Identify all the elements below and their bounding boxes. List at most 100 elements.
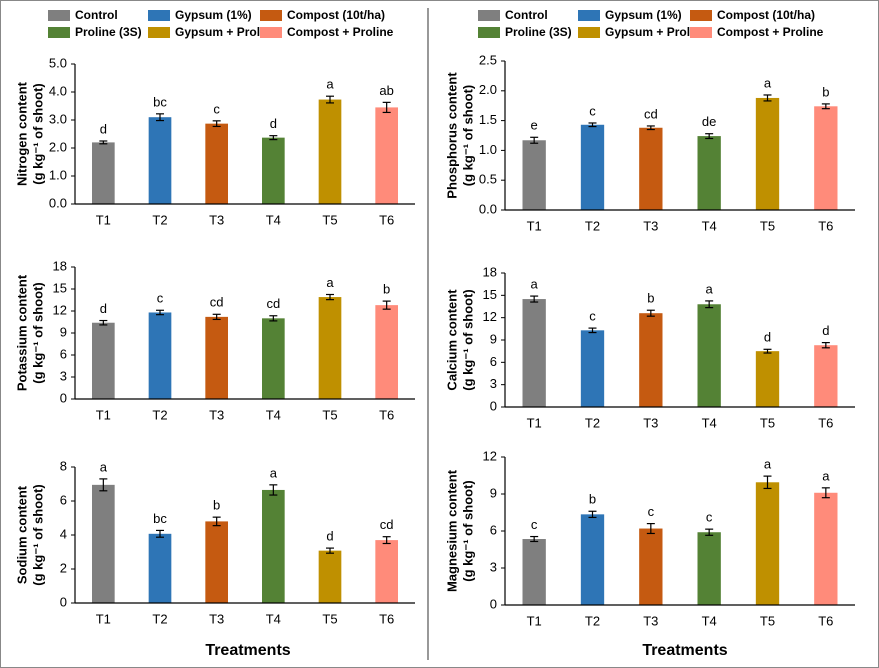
legend-swatch <box>48 10 70 21</box>
bar <box>755 482 780 605</box>
bar <box>697 136 721 210</box>
bar <box>205 123 228 204</box>
x-tick-label: T5 <box>760 613 775 628</box>
x-tick-label: T1 <box>96 611 111 626</box>
y-axis-label: Nitrogen content (g kg⁻¹ of shoot) <box>14 81 45 186</box>
x-tick-label: T6 <box>379 212 394 227</box>
x-tick-label: T5 <box>760 218 775 233</box>
significance-letter: c <box>213 101 220 116</box>
y-tick-label: 3 <box>490 559 497 574</box>
x-axis-label: Treatments <box>205 642 290 659</box>
bar <box>375 305 398 399</box>
x-tick-label: T5 <box>760 415 775 430</box>
legend-swatch <box>48 27 70 38</box>
significance-letter: a <box>706 281 714 296</box>
legend-swatch <box>690 10 712 21</box>
legend-swatch <box>260 27 282 38</box>
bar <box>318 99 342 204</box>
y-axis-label-line: (g kg⁻¹ of shoot) <box>460 289 475 390</box>
y-tick-label: 12 <box>483 309 497 324</box>
significance-letter: cd <box>266 296 280 311</box>
y-tick-label: 3 <box>490 376 497 391</box>
legend-label: Compost + Proline <box>287 25 394 39</box>
bar <box>522 539 546 605</box>
legend-swatch <box>148 10 170 21</box>
y-axis-label-line: Nitrogen content <box>14 81 29 186</box>
significance-letter: a <box>100 459 108 474</box>
y-tick-label: 0.5 <box>479 172 497 187</box>
x-tick-label: T3 <box>643 613 658 628</box>
y-axis-label-line: Potassium content <box>14 274 29 391</box>
legend-label: Compost + Proline <box>717 25 824 39</box>
legend-swatch <box>478 10 500 21</box>
significance-letter: a <box>326 77 334 92</box>
y-axis-label: Sodium content (g kg⁻¹ of shoot) <box>14 484 45 585</box>
y-axis-label: Magnesium content (g kg⁻¹ of shoot) <box>444 469 475 592</box>
x-tick-label: T2 <box>152 407 167 422</box>
legend-label: Control <box>505 8 548 22</box>
significance-letter: a <box>326 275 334 290</box>
bar <box>92 484 115 603</box>
y-tick-label: 6 <box>490 522 497 537</box>
bar <box>580 124 605 210</box>
significance-letter: cd <box>380 517 394 532</box>
significance-letter: b <box>213 498 220 513</box>
y-tick-label: 12 <box>483 448 497 463</box>
significance-letter: c <box>589 309 596 324</box>
y-axis-label: Phosphorus content (g kg⁻¹ of shoot) <box>444 72 475 199</box>
significance-letter: c <box>157 291 164 306</box>
significance-letter: a <box>270 465 278 480</box>
significance-letter: b <box>822 84 829 99</box>
y-tick-label: 9 <box>60 324 67 339</box>
bar <box>375 540 398 603</box>
significance-letter: d <box>822 323 829 338</box>
bar <box>755 97 780 210</box>
legend-swatch <box>578 10 600 21</box>
x-tick-label: T2 <box>585 218 600 233</box>
significance-letter: de <box>702 114 716 129</box>
bar <box>522 140 546 210</box>
y-tick-label: 5.0 <box>49 55 67 70</box>
y-tick-label: 2.0 <box>49 139 67 154</box>
significance-letter: c <box>589 103 596 118</box>
y-axis-label-line: Phosphorus content <box>444 72 459 199</box>
legend-label: Compost (10t/ha) <box>717 8 815 22</box>
y-tick-label: 3.0 <box>49 111 67 126</box>
legend-swatch <box>578 27 600 38</box>
significance-letter: d <box>100 121 107 136</box>
x-axis-label: Treatments <box>642 642 727 659</box>
bar <box>205 316 228 399</box>
x-tick-label: T6 <box>379 407 394 422</box>
bar <box>148 117 172 204</box>
x-tick-label: T4 <box>266 611 281 626</box>
legend-label: Control <box>75 8 118 22</box>
y-axis-label-line: (g kg⁻¹ of shoot) <box>30 282 45 383</box>
legend-swatch <box>148 27 170 38</box>
x-tick-label: T1 <box>96 407 111 422</box>
significance-letter: a <box>764 457 772 472</box>
x-tick-label: T4 <box>702 613 717 628</box>
y-tick-label: 1.0 <box>49 167 67 182</box>
bar <box>92 322 115 399</box>
significance-letter: a <box>531 277 539 292</box>
y-tick-label: 6 <box>60 346 67 361</box>
bar <box>148 312 172 399</box>
y-axis-label-line: (g kg⁻¹ of shoot) <box>460 480 475 581</box>
y-tick-label: 8 <box>60 458 67 473</box>
x-tick-label: T1 <box>527 218 542 233</box>
y-tick-label: 9 <box>490 331 497 346</box>
y-axis-label-line: (g kg⁻¹ of shoot) <box>30 484 45 585</box>
significance-letter: e <box>531 118 538 133</box>
legend-swatch <box>478 27 500 38</box>
y-axis-label: Calcium content (g kg⁻¹ of shoot) <box>444 289 475 391</box>
y-axis-label-line: Sodium content <box>14 485 29 584</box>
x-tick-label: T3 <box>643 415 658 430</box>
bar <box>580 330 605 407</box>
x-tick-label: T3 <box>209 407 224 422</box>
legend-label: Gypsum (1%) <box>175 8 252 22</box>
x-tick-label: T4 <box>266 212 281 227</box>
y-tick-label: 0 <box>60 390 67 405</box>
